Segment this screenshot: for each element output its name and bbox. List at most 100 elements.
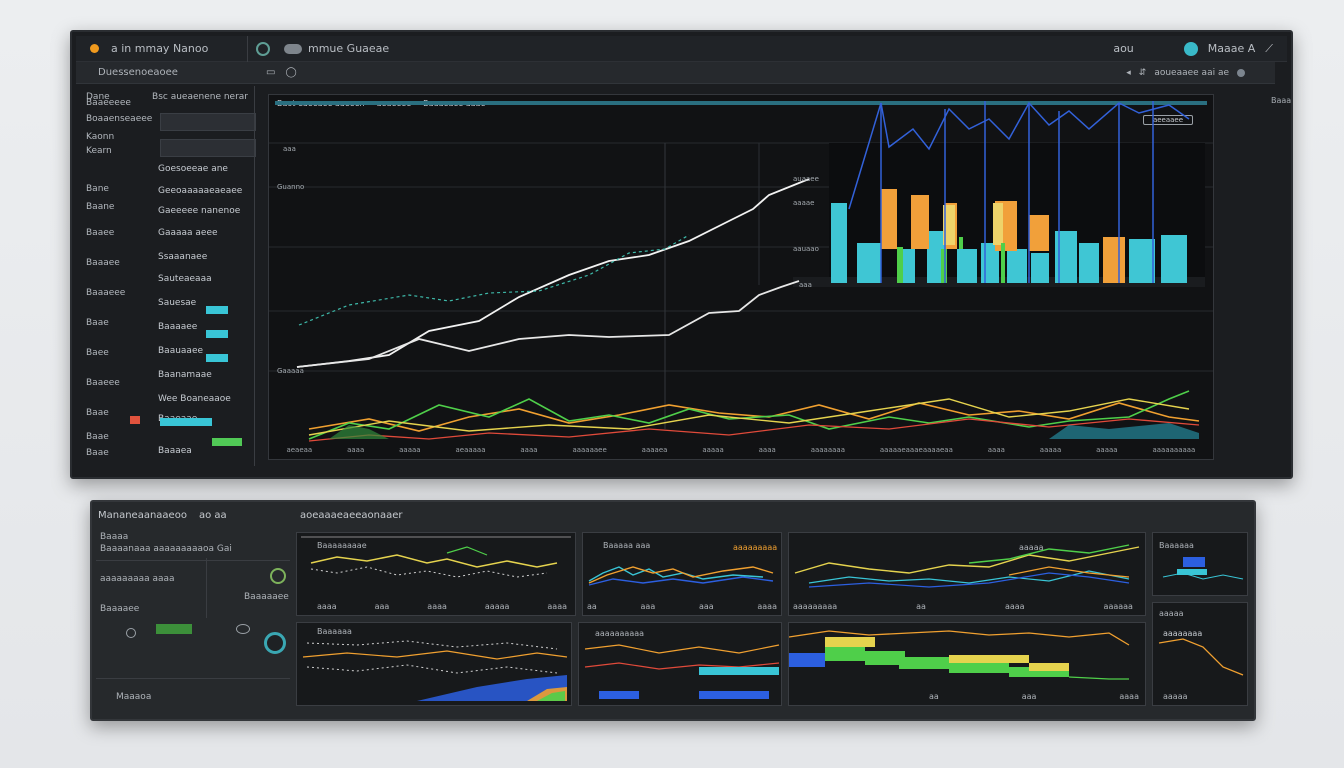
- sidebar-item-value: Baauaaee: [158, 346, 204, 356]
- sidebar-item-label[interactable]: Baaaee: [86, 258, 120, 268]
- line-series-blue[interactable]: [588, 576, 774, 586]
- bar[interactable]: [1007, 249, 1027, 283]
- user-label[interactable]: aou: [1113, 42, 1134, 55]
- filter-icon[interactable]: ⇵: [1138, 67, 1147, 78]
- sidebar-item-label[interactable]: Baae: [86, 432, 109, 442]
- tab-overview[interactable]: Duessenoeaoee: [98, 67, 178, 78]
- sidebar-item-label[interactable]: Kearn: [86, 146, 112, 156]
- toggle-icon[interactable]: [236, 624, 250, 634]
- bar[interactable]: [993, 203, 1003, 245]
- sidebar-item-label[interactable]: Baee: [86, 348, 109, 358]
- bar[interactable]: [1079, 243, 1099, 283]
- bar[interactable]: [911, 195, 929, 249]
- line-series-white[interactable]: [310, 566, 548, 578]
- sidebar-item-label[interactable]: Kaonn: [86, 132, 115, 142]
- search-box[interactable]: mmue Guaeae: [278, 42, 395, 55]
- left-row-label[interactable]: Baaaa: [100, 532, 129, 542]
- mini-chart-svg: [584, 644, 780, 699]
- line-series-primary[interactable]: [296, 178, 810, 368]
- x-axis-labels: aeaeaa aaaa aaaaa aeaaaaa aaaa aaaaaaee …: [269, 441, 1213, 459]
- line-series-orange[interactable]: [588, 566, 774, 584]
- bar[interactable]: [1103, 237, 1125, 283]
- sidebar-item-label[interactable]: Bane: [86, 184, 109, 194]
- bar[interactable]: [957, 249, 977, 283]
- line-series-red[interactable]: [308, 418, 1200, 442]
- line-series-green[interactable]: [1068, 676, 1129, 680]
- bar[interactable]: [1001, 243, 1005, 283]
- line-series-yellow[interactable]: [308, 398, 1190, 436]
- line-series-white[interactable]: [306, 640, 558, 650]
- settings-icon[interactable]: [1237, 68, 1245, 77]
- line-series-yellow[interactable]: [310, 554, 558, 568]
- x-tick-label: aaa: [698, 602, 714, 611]
- globe-icon[interactable]: [264, 632, 286, 654]
- bar[interactable]: [897, 247, 903, 283]
- line-series-blue[interactable]: [848, 101, 1190, 210]
- sidebar-item-label[interactable]: Baaee: [86, 228, 115, 238]
- bar[interactable]: [1161, 235, 1187, 283]
- left-row-label[interactable]: aaaaaaaaa aaaa: [100, 574, 175, 584]
- axis-label: aauaao: [793, 245, 819, 253]
- sidebar-input[interactable]: [160, 113, 256, 131]
- line-series-green[interactable]: [308, 390, 1190, 440]
- sidebar-item-label[interactable]: Baae: [86, 408, 109, 418]
- bar[interactable]: [959, 237, 963, 249]
- bar[interactable]: [941, 249, 947, 283]
- line-series-white[interactable]: [306, 664, 558, 674]
- sidebar-item-label[interactable]: Baaeeeee: [86, 98, 131, 108]
- panel-x-labels: aaaa aaa aaaa aaaaa aaaa: [317, 602, 567, 611]
- line-series-green[interactable]: [446, 546, 488, 556]
- line-series-secondary[interactable]: [296, 280, 800, 368]
- mini-chart-svg: [1162, 557, 1244, 580]
- left-row-label[interactable]: Maaaoa: [116, 692, 152, 702]
- line-series-red[interactable]: [584, 662, 780, 670]
- line-series-orange[interactable]: [1158, 638, 1244, 676]
- sidebar-item-value: Wee Boaneaaoe: [158, 394, 231, 404]
- sidebar-item-label[interactable]: Baae: [86, 448, 109, 458]
- user-avatar-icon[interactable]: [1183, 41, 1198, 56]
- chevron-icon[interactable]: ⟋: [1265, 41, 1273, 55]
- line-series-orange[interactable]: [789, 630, 1130, 646]
- left-row-label[interactable]: Baaaanaaa aaaaaaaaaoa Gai: [100, 544, 232, 554]
- info-icon[interactable]: ◯: [285, 67, 297, 78]
- radio-icon[interactable]: [126, 628, 136, 638]
- back-icon[interactable]: ◂: [1126, 67, 1131, 78]
- bar[interactable]: [943, 205, 955, 245]
- grid-icon[interactable]: ▭: [266, 67, 276, 78]
- bar[interactable]: [1031, 253, 1049, 283]
- left-row-label[interactable]: Baaaaaee: [244, 592, 289, 602]
- sidebar-item-label[interactable]: Boaaenseaeee: [86, 114, 153, 124]
- sidebar-item-label[interactable]: Baane: [86, 202, 115, 212]
- left-row-label[interactable]: Baaaaee: [100, 604, 140, 614]
- line-series-cyan[interactable]: [1162, 572, 1244, 580]
- sidebar-item-label[interactable]: Baae: [86, 318, 109, 328]
- bar[interactable]: [881, 189, 897, 249]
- line-series-cyan[interactable]: [808, 570, 1130, 584]
- line-series-blue[interactable]: [808, 572, 1130, 588]
- panel-x-labels: aa aaa aaaa: [929, 692, 1139, 701]
- line-series-green[interactable]: [968, 544, 1130, 564]
- x-tick-label: aaaaaeaaaeaaaaeaa: [879, 446, 953, 454]
- panel-title: aaaaaaaaaa: [595, 629, 645, 638]
- refresh-icon[interactable]: [270, 568, 286, 584]
- home-icon[interactable]: [256, 41, 270, 56]
- bar[interactable]: [1055, 231, 1077, 283]
- bar[interactable]: [1029, 215, 1049, 251]
- bar[interactable]: [857, 243, 881, 283]
- line-series-orange[interactable]: [302, 650, 568, 660]
- line-series-orange[interactable]: [1008, 566, 1130, 578]
- right-scrollbar[interactable]: Baaa: [1271, 86, 1291, 466]
- sidebar-item-label[interactable]: Baaeee: [86, 378, 120, 388]
- bar[interactable]: [831, 203, 847, 283]
- axis-label: Gaaaaa: [277, 367, 304, 375]
- line-series-yellow[interactable]: [794, 546, 1140, 574]
- account-label[interactable]: Maaae A: [1207, 42, 1256, 55]
- line-series-teal[interactable]: [298, 234, 690, 326]
- mini-chart-panel-1: Baaaaaaaae aaaa aaa aaaa aaaaa aaaa: [296, 532, 576, 616]
- line-series-orange[interactable]: [584, 644, 780, 654]
- title-icons[interactable]: ao aa: [198, 510, 227, 521]
- sidebar-item-label[interactable]: Baaaeee: [86, 288, 126, 298]
- sidebar-select[interactable]: [160, 139, 256, 157]
- bar[interactable]: [1129, 239, 1155, 283]
- legend-toggle[interactable]: aeeaaee: [1143, 115, 1193, 125]
